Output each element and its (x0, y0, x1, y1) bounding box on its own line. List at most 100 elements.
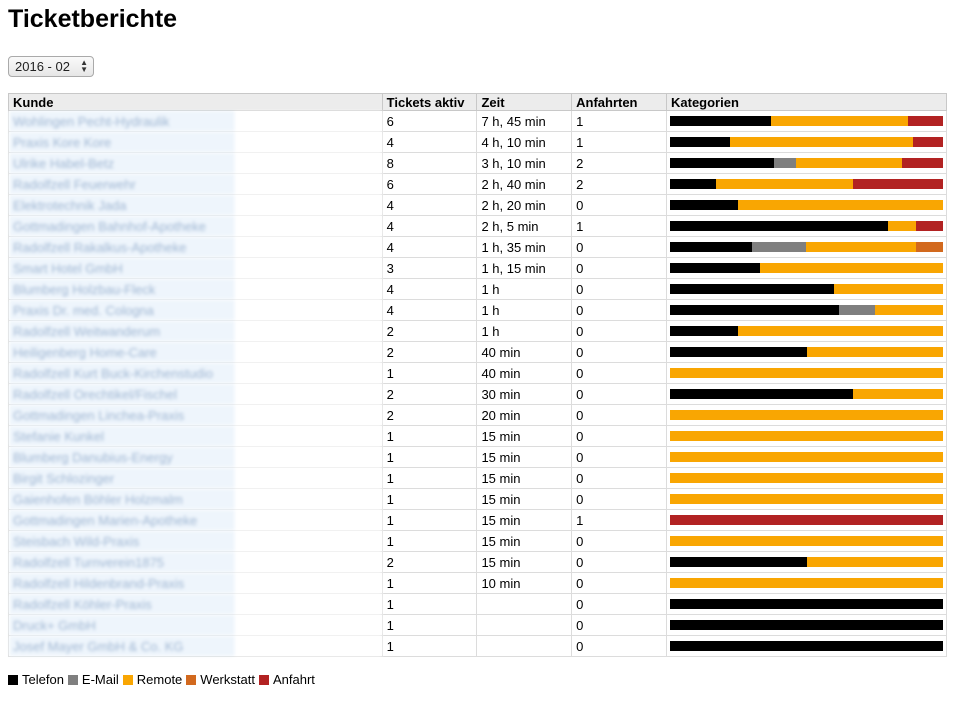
category-segment-telefon (670, 116, 771, 126)
category-segment-email (751, 242, 807, 252)
kategorien-cell (666, 446, 947, 468)
kategorien-cell (666, 194, 947, 216)
category-bar (670, 116, 943, 126)
zeit-cell (476, 635, 573, 657)
anfahrten-cell: 0 (571, 635, 667, 657)
category-bar (670, 137, 943, 147)
tickets-cell: 1 (381, 614, 478, 636)
category-segment-remote (670, 536, 943, 546)
tickets-cell: 4 (381, 299, 478, 321)
kunde-cell[interactable]: Radolfzell Weitwanderum (8, 320, 383, 342)
table-row: Gottmadingen Linchea-Praxis 2 20 min 0 (8, 404, 947, 426)
kunde-cell[interactable]: Steisbach Wild-Praxis (8, 530, 383, 552)
table-row: Blumberg Danubius-Energy 1 15 min 0 (8, 446, 947, 468)
anfahrten-cell: 0 (571, 467, 667, 489)
kunde-cell[interactable]: Radolfzell Kurt Buck-Kirchenstudio (8, 362, 383, 384)
anfahrten-cell: 0 (571, 320, 667, 342)
kunde-cell[interactable]: Radolfzell Turnverein1875 (8, 551, 383, 573)
kunde-cell[interactable]: Birgit Schlozinger (8, 467, 383, 489)
anfahrten-cell: 0 (571, 299, 667, 321)
category-segment-anfahrt (907, 116, 943, 126)
kunde-cell[interactable]: Praxis Dr. med. Cologna (8, 299, 383, 321)
kunde-cell[interactable]: Gottmadingen Bahnhof-Apotheke (8, 215, 383, 237)
kunde-cell[interactable]: Ulrike Habel-Betz (8, 152, 383, 174)
tickets-cell: 4 (381, 194, 478, 216)
kunde-cell[interactable]: Gottmadingen Marien-Apotheke (8, 509, 383, 531)
kunde-cell[interactable]: Radolfzell Rakalkus-Apotheke (8, 236, 383, 258)
category-segment-telefon (670, 641, 943, 651)
page-title: Ticketberichte (8, 5, 178, 33)
anfahrten-cell: 0 (571, 572, 667, 594)
category-bar (670, 158, 943, 168)
header-kategorien[interactable]: Kategorien (666, 93, 947, 111)
anfahrten-cell: 0 (571, 341, 667, 363)
category-segment-anfahrt (902, 158, 943, 168)
kategorien-cell (666, 131, 947, 153)
category-segment-remote (670, 473, 943, 483)
zeit-cell (476, 614, 573, 636)
anfahrten-cell: 0 (571, 446, 667, 468)
category-segment-anfahrt (852, 179, 943, 189)
kunde-cell[interactable]: Radolfzell Feuerwehr (8, 173, 383, 195)
table-row: Druck+ GmbH 1 0 (8, 614, 947, 636)
legend-item-email: E-Mail (67, 672, 119, 687)
kategorien-cell (666, 236, 947, 258)
kategorien-cell (666, 299, 947, 321)
category-segment-telefon (670, 347, 807, 357)
table-row: Heiligenberg Home-Care 2 40 min 0 (8, 341, 947, 363)
period-select[interactable]: 2016 - 02 ▲ ▼ (8, 56, 94, 77)
table-body: Wohlingen Pecht-Hydraulik 6 7 h, 45 min 1 Pr… (8, 110, 947, 657)
zeit-cell (476, 593, 573, 615)
ticket-report-table: Kunde Tickets aktiv Zeit Anfahrten Kateg… (8, 93, 947, 657)
category-segment-remote (760, 263, 943, 273)
tickets-cell: 6 (381, 110, 478, 132)
kunde-cell[interactable]: Radolfzell Orechtikel/Fischel (8, 383, 383, 405)
kunde-cell[interactable]: Stefanie Kunkel (8, 425, 383, 447)
kunde-cell[interactable]: Josef Mayer GmbH & Co. KG (8, 635, 383, 657)
category-segment-telefon (670, 221, 889, 231)
kategorien-cell (666, 614, 947, 636)
kunde-cell[interactable]: Gottmadingen Linchea-Praxis (8, 404, 383, 426)
category-bar (670, 557, 943, 567)
kunde-cell[interactable]: Praxis Kore Kore (8, 131, 383, 153)
table-row: Gottmadingen Marien-Apotheke 1 15 min 1 (8, 509, 947, 531)
category-bar (670, 347, 943, 357)
anfahrten-cell: 1 (571, 509, 667, 531)
category-bar (670, 305, 943, 315)
legend-swatch-remote (122, 674, 133, 685)
legend-label: Anfahrt (272, 672, 315, 687)
table-row: Radolfzell Köhler-Praxis 1 0 (8, 593, 947, 615)
kunde-cell[interactable]: Blumberg Holzbau-Fleck (8, 278, 383, 300)
kunde-cell[interactable]: Elektrotechnik Jada (8, 194, 383, 216)
header-tickets[interactable]: Tickets aktiv (381, 93, 478, 111)
kunde-cell[interactable]: Heiligenberg Home-Care (8, 341, 383, 363)
header-zeit[interactable]: Zeit (476, 93, 573, 111)
category-bar (670, 389, 943, 399)
category-segment-remote (670, 368, 943, 378)
header-kunde[interactable]: Kunde (8, 93, 383, 111)
anfahrten-cell: 0 (571, 404, 667, 426)
kunde-cell[interactable]: Wohlingen Pecht-Hydraulik (8, 110, 383, 132)
category-segment-telefon (670, 200, 739, 210)
kunde-cell[interactable]: Radolfzell Köhler-Praxis (8, 593, 383, 615)
kunde-cell[interactable]: Smart Hotel GmbH (8, 257, 383, 279)
kunde-cell[interactable]: Blumberg Danubius-Energy (8, 446, 383, 468)
category-bar (670, 284, 943, 294)
anfahrten-cell: 1 (571, 215, 667, 237)
anfahrten-cell: 2 (571, 152, 667, 174)
category-segment-remote (738, 326, 943, 336)
table-row: Steisbach Wild-Praxis 1 15 min 0 (8, 530, 947, 552)
legend-label: Werkstatt (200, 672, 255, 687)
table-row: Radolfzell Feuerwehr 6 2 h, 40 min 2 (8, 173, 947, 195)
tickets-cell: 1 (381, 446, 478, 468)
category-segment-remote (833, 284, 943, 294)
category-segment-remote (806, 347, 943, 357)
kategorien-cell (666, 593, 947, 615)
kunde-cell[interactable]: Druck+ GmbH (8, 614, 383, 636)
zeit-cell: 15 min (476, 488, 573, 510)
kunde-cell[interactable]: Gaienhofen Böhler Holzmalm (8, 488, 383, 510)
header-anfahrten[interactable]: Anfahrten (571, 93, 667, 111)
kunde-cell[interactable]: Radolfzell Hildenbrand-Praxis (8, 572, 383, 594)
table-row: Birgit Schlozinger 1 15 min 0 (8, 467, 947, 489)
anfahrten-cell: 0 (571, 236, 667, 258)
